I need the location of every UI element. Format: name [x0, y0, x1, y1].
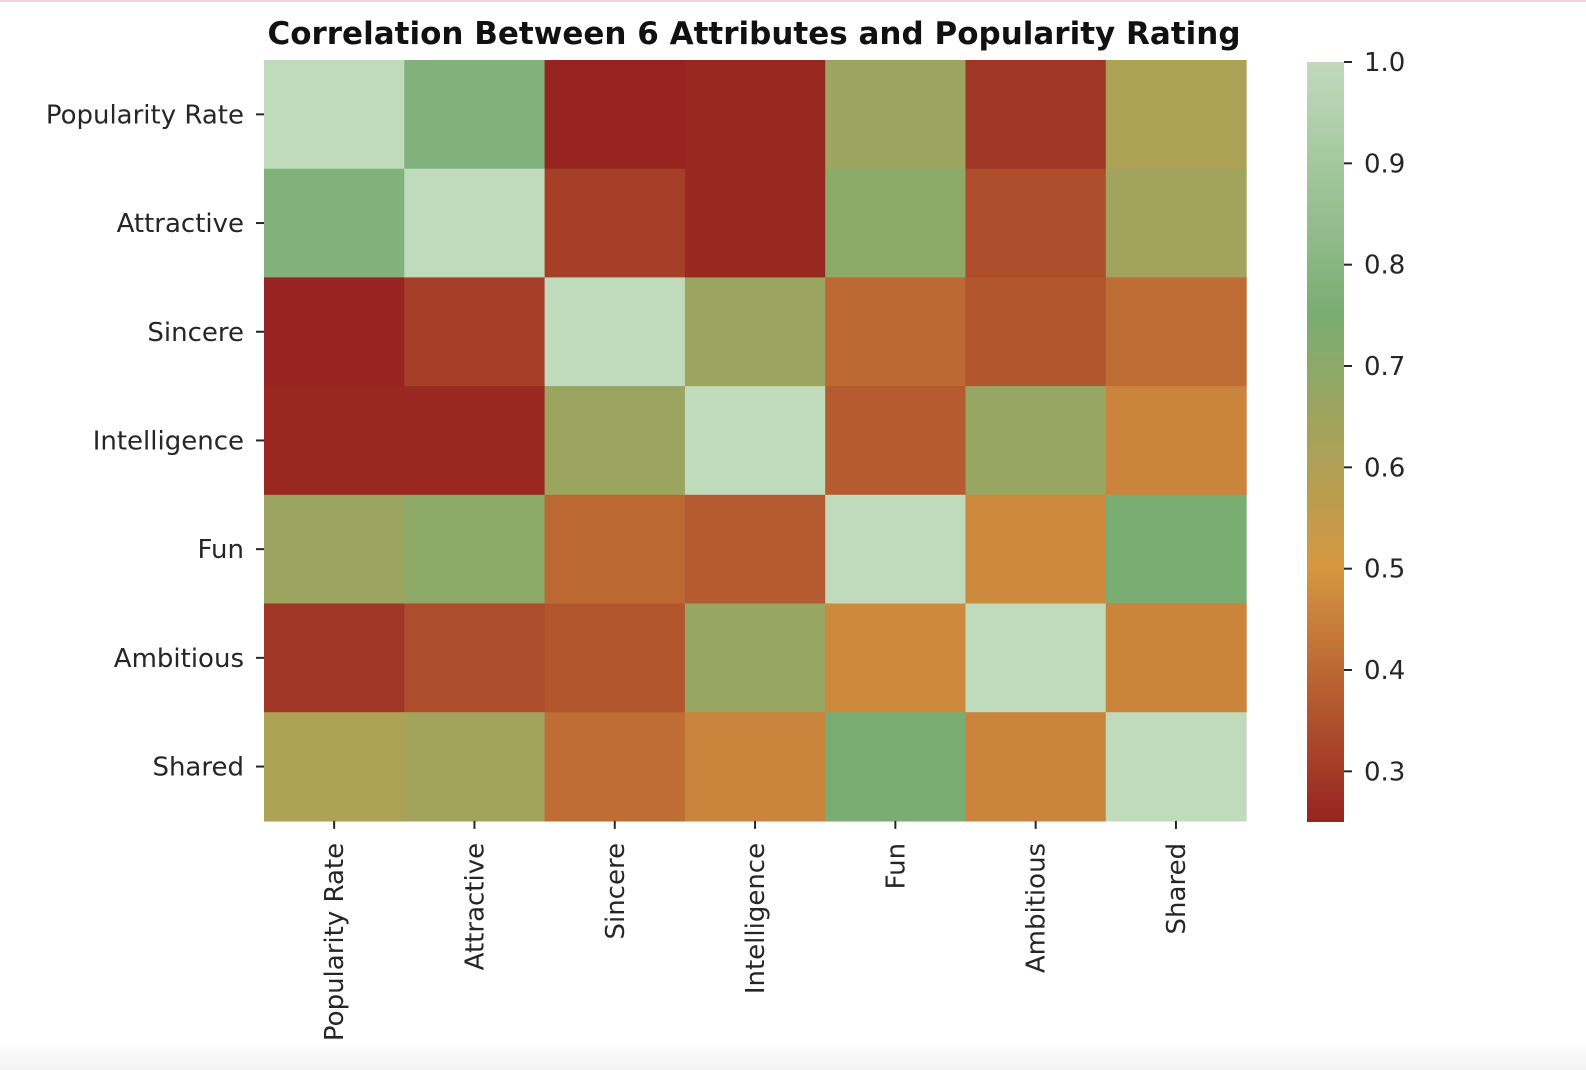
colorbar-tick-label: 1.0: [1364, 48, 1405, 78]
heatmap-cell-5-6: [1105, 603, 1247, 713]
heatmap-cell-6-2: [544, 712, 686, 822]
heatmap-cell-3-6: [1105, 386, 1247, 496]
heatmap-cell-4-6: [1105, 494, 1247, 605]
heatmap-cell-3-3: [684, 386, 826, 496]
heatmap-cell-4-0: [264, 494, 405, 605]
heatmap-cell-1-1: [404, 168, 546, 278]
bottom-fade: [0, 1040, 1586, 1070]
heatmap-cell-1-2: [544, 168, 686, 278]
heatmap-cell-2-2: [544, 277, 686, 387]
heatmap-cell-4-3: [684, 494, 826, 605]
heatmap-cells: [264, 60, 1247, 822]
colorbar-tick-label: 0.6: [1364, 453, 1405, 483]
heatmap-cell-5-3: [684, 603, 826, 713]
heatmap-cell-2-5: [965, 277, 1107, 387]
heatmap-cell-6-6: [1105, 712, 1247, 822]
heatmap-cell-6-0: [264, 712, 405, 822]
heatmap-cell-0-1: [404, 60, 546, 170]
y-tick-label: Attractive: [117, 209, 244, 239]
heatmap-cell-1-3: [684, 168, 826, 278]
heatmap-cell-2-4: [825, 277, 967, 387]
heatmap-cell-1-4: [825, 168, 967, 278]
row-labels: Popularity Rate Attractive Sincere Intellig…: [46, 100, 264, 783]
heatmap-cell-0-0: [264, 60, 405, 170]
heatmap-cell-3-5: [965, 386, 1107, 496]
y-tick-label: Sincere: [147, 318, 244, 348]
heatmap-cell-4-5: [965, 494, 1107, 605]
y-tick-label: Shared: [152, 753, 244, 783]
colorbar-tick-label: 0.7: [1364, 352, 1405, 382]
heatmap-cell-1-6: [1105, 168, 1247, 278]
x-tick-label: Sincere: [601, 843, 631, 940]
heatmap-cell-2-6: [1105, 277, 1247, 387]
x-tick-label: Popularity Rate: [320, 843, 350, 1041]
colorbar-tick-label: 0.5: [1364, 555, 1405, 585]
heatmap-cell-0-4: [825, 60, 967, 170]
heatmap-cell-4-1: [404, 494, 546, 605]
colorbar-ticks: 0.3 0.4 0.5 0.6 0.7 0.8 0.9 1.0: [1344, 48, 1405, 787]
heatmap-cell-2-0: [264, 277, 405, 387]
heatmap-cell-6-1: [404, 712, 546, 822]
heatmap-cell-0-2: [544, 60, 686, 170]
heatmap-cell-6-4: [825, 712, 967, 822]
heatmap-cell-5-1: [404, 603, 546, 713]
heatmap-cell-0-3: [684, 60, 826, 170]
y-tick-label: Intelligence: [93, 426, 244, 456]
heatmap-cell-4-4: [825, 494, 967, 605]
heatmap-cell-2-3: [684, 277, 826, 387]
x-tick-label: Attractive: [461, 843, 491, 970]
heatmap-cell-1-0: [264, 168, 405, 278]
colorbar-tick-label: 0.9: [1364, 149, 1405, 179]
heatmap-cell-3-0: [264, 386, 405, 496]
heatmap-cell-5-0: [264, 603, 405, 713]
x-tick-label: Intelligence: [741, 843, 771, 994]
heatmap-cell-6-3: [684, 712, 826, 822]
colorbar-tick-label: 0.4: [1364, 656, 1405, 686]
heatmap-cell-0-5: [965, 60, 1107, 170]
y-tick-label: Popularity Rate: [46, 100, 244, 130]
colorbar-tick-label: 0.3: [1364, 757, 1405, 787]
x-tick-label: Ambitious: [1022, 843, 1052, 973]
column-labels: Popularity Rate Attractive Sincere Intellig…: [320, 820, 1192, 1041]
heatmap-cell-3-4: [825, 386, 967, 496]
x-tick-label: Fun: [881, 843, 911, 890]
heatmap-cell-1-5: [965, 168, 1107, 278]
chart-title: Correlation Between 6 Attributes and Pop…: [267, 16, 1240, 52]
colorbar-tick-label: 0.8: [1364, 251, 1405, 281]
heatmap-cell-5-2: [544, 603, 686, 713]
heatmap-cell-5-5: [965, 603, 1107, 713]
x-tick-label: Shared: [1162, 843, 1192, 935]
heatmap-cell-3-2: [544, 386, 686, 496]
y-tick-label: Fun: [198, 535, 245, 565]
heatmap-cell-5-4: [825, 603, 967, 713]
top-border: [0, 0, 1586, 2]
y-tick-label: Ambitious: [114, 644, 244, 674]
heatmap-cell-2-1: [404, 277, 546, 387]
heatmap-cell-0-6: [1105, 60, 1247, 170]
heatmap-cell-4-2: [544, 494, 686, 605]
heatmap-cell-3-1: [404, 386, 546, 496]
colorbar: [1307, 62, 1344, 822]
heatmap-cell-6-5: [965, 712, 1107, 822]
